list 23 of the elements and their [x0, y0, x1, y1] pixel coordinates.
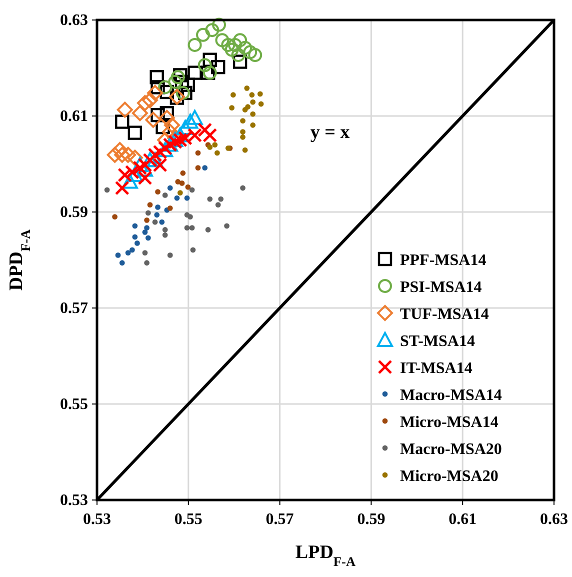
- legend-label: PPF-MSA14: [400, 252, 486, 269]
- legend-label: IT-MSA14: [400, 360, 472, 377]
- y-tick-label: 0.55: [60, 396, 88, 413]
- legend-label: PSI-MSA14: [400, 279, 482, 296]
- x-tick-label: 0.57: [266, 511, 294, 528]
- legend-label: Macro-MSA14: [400, 387, 502, 404]
- legend-label: TUF-MSA14: [400, 306, 489, 323]
- x-tick-label: 0.53: [83, 511, 111, 528]
- x-tick-label: 0.61: [448, 511, 477, 528]
- y-tick-label: 0.61: [60, 108, 88, 125]
- y-tick-label: 0.53: [60, 492, 88, 509]
- legend-label: Micro-MSA14: [400, 414, 498, 431]
- legend-label: Macro-MSA20: [400, 441, 502, 458]
- y-tick-label: 0.63: [60, 12, 88, 29]
- y-tick-label: 0.57: [60, 300, 88, 317]
- x-tick-label: 0.59: [357, 511, 386, 528]
- x-tick-label: 0.55: [174, 511, 202, 528]
- legend-label: Micro-MSA20: [400, 468, 498, 485]
- y-tick-label: 0.59: [60, 204, 88, 221]
- annotation: y = x: [310, 122, 350, 143]
- x-tick-label: 0.63: [540, 511, 568, 528]
- x-axis-title: LPD$_{F-A}$: [295, 542, 356, 568]
- legend-label: ST-MSA14: [400, 333, 475, 350]
